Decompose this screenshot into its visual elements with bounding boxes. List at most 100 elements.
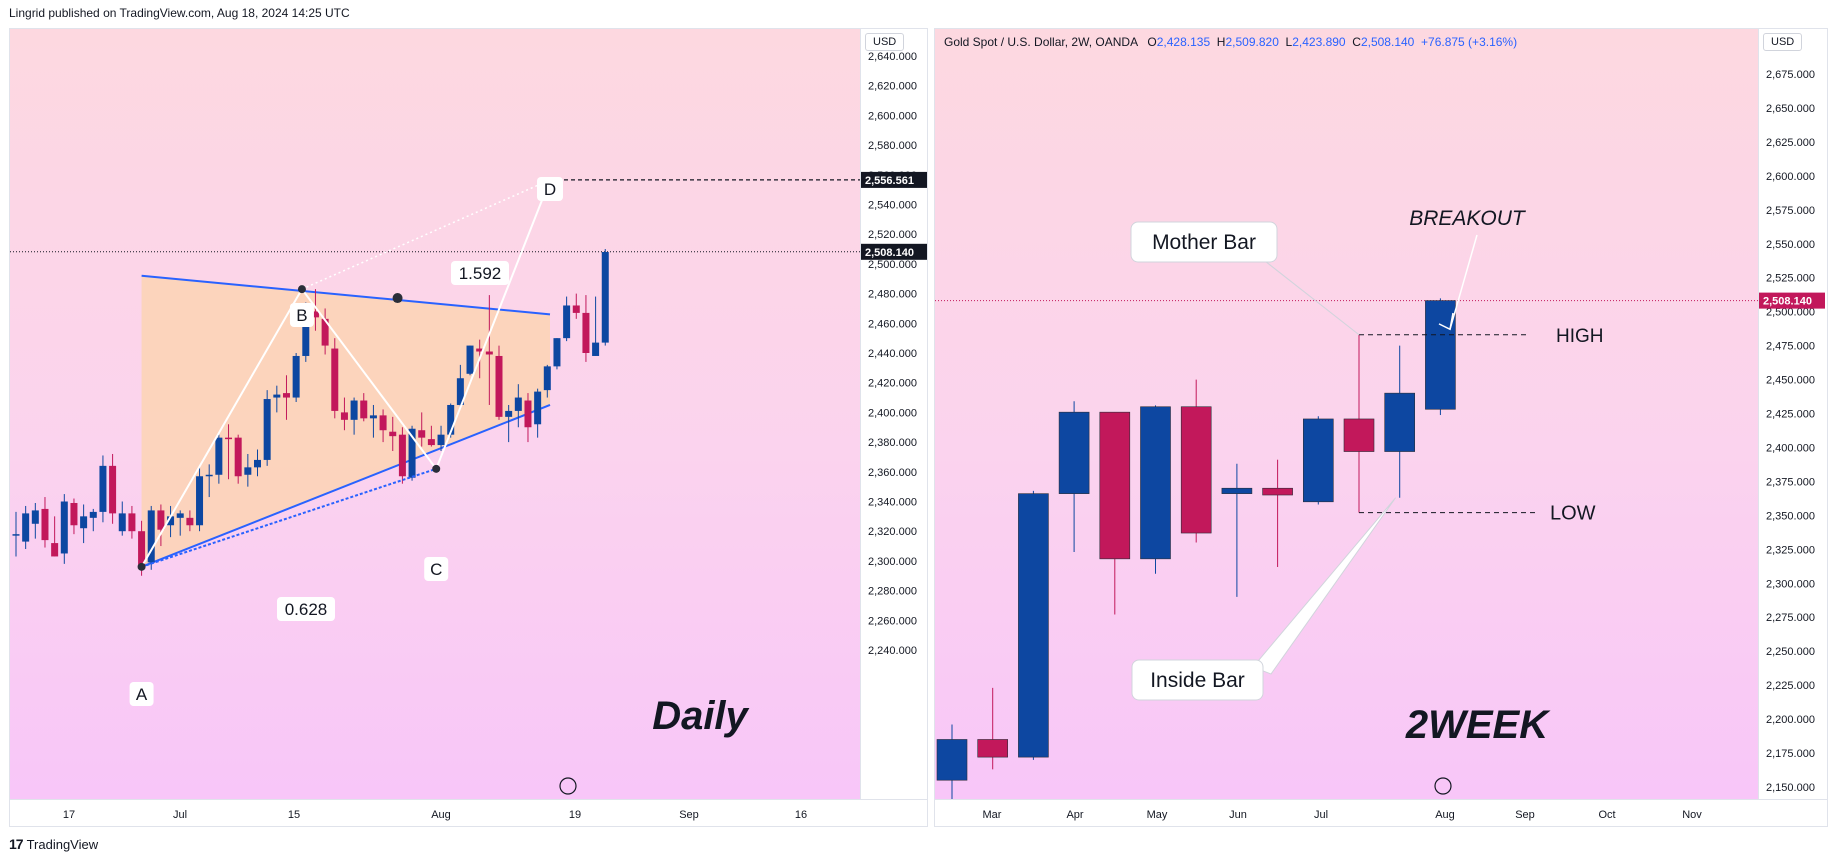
candle-body	[553, 338, 561, 367]
candle-body	[495, 355, 503, 417]
candle-body	[196, 476, 204, 526]
tradingview-logo-icon: 17	[9, 836, 24, 852]
candle-body	[1058, 411, 1090, 494]
label-ratio-bd: 1.592	[459, 264, 502, 283]
candle-body	[282, 393, 290, 398]
candle-body	[379, 415, 387, 431]
candle-body	[447, 404, 455, 435]
label-ratio-bd-box	[451, 261, 509, 285]
candle-body	[1302, 418, 1334, 503]
mother-bar-callout-box	[1130, 221, 1278, 263]
candle-body	[167, 516, 175, 526]
triangle-upper-line	[141, 274, 551, 316]
twoweek-chart-svg: HIGH LOW Mother Bar Inside Bar BREAKOUT 2WEEK	[935, 207, 1758, 801]
label-point-a: A	[136, 685, 148, 704]
candle-body	[389, 431, 397, 437]
candle-body	[234, 437, 242, 477]
candle-body	[340, 412, 348, 420]
candle-body	[437, 434, 445, 446]
candle-body	[369, 415, 377, 419]
candle-body	[109, 465, 117, 514]
candle-body	[302, 311, 310, 356]
point-c-dot	[432, 464, 441, 473]
candle-body	[476, 348, 484, 352]
bd-ratio-line	[301, 179, 551, 290]
daily-price-axis[interactable]: USD	[860, 29, 927, 799]
publish-credit: Lingrid published on TradingView.com, Au…	[9, 6, 350, 20]
candle-body	[582, 312, 590, 353]
candle-body	[1384, 392, 1416, 452]
inside-bar-pointer	[1252, 497, 1397, 675]
candle-body	[41, 508, 49, 541]
candle-body	[118, 513, 126, 532]
candle-body	[205, 474, 213, 477]
candle-body	[138, 531, 146, 567]
candle-body	[534, 391, 542, 425]
inside-bar-callout: Inside Bar	[1150, 669, 1245, 692]
candle-body	[1221, 487, 1253, 494]
legend-low: 2,423.890	[1292, 35, 1346, 49]
candle-body	[331, 348, 339, 411]
candle-body	[51, 543, 59, 557]
candle-body	[360, 400, 368, 419]
currency-badge[interactable]: USD	[1763, 33, 1803, 51]
label-point-b-box	[289, 303, 314, 327]
breakout-arrow-head	[1438, 312, 1454, 331]
daily-chart-svg: A B C D 1.592 0.628 Daily	[10, 177, 860, 795]
legend-open: 2,428.135	[1156, 35, 1211, 49]
candle-body	[505, 410, 513, 417]
candle-body	[456, 378, 464, 405]
currency-badge[interactable]: USD	[865, 33, 905, 51]
low-label: LOW	[1550, 503, 1596, 525]
candle-body	[263, 399, 271, 460]
candle-body	[254, 459, 261, 468]
candle-body	[321, 318, 329, 346]
label-ratio-ac: 0.628	[285, 600, 328, 619]
symbol-name[interactable]: Gold Spot / U.S. Dollar, 2W, OANDA	[944, 35, 1138, 49]
mother-bar-callout: Mother Bar	[1152, 231, 1256, 254]
candle-body	[601, 252, 609, 343]
candle-body	[244, 467, 252, 475]
candle-body	[60, 501, 68, 554]
twoweek-time-axis[interactable]	[935, 799, 1827, 826]
candle-body	[427, 439, 435, 446]
touch-point-dot	[392, 293, 403, 304]
candle-body	[186, 517, 194, 526]
candle-body	[273, 394, 281, 398]
candle-body	[514, 397, 522, 411]
tradingview-brand: TradingView	[26, 836, 99, 852]
candle-body	[70, 502, 78, 526]
candle-body	[215, 437, 223, 475]
candle-body	[350, 400, 358, 420]
candle-body	[1180, 406, 1212, 534]
candle-body	[128, 513, 136, 532]
timeframe-label: 2WEEK	[1405, 703, 1551, 747]
label-point-d-box	[537, 177, 563, 201]
candle-body	[524, 400, 532, 428]
breakout-arrow	[1449, 234, 1478, 330]
candle-body	[292, 355, 300, 398]
candle-body	[408, 428, 416, 478]
candle-body	[22, 513, 30, 542]
candle-body	[1262, 487, 1293, 496]
abcd-pattern-line	[140, 179, 551, 568]
timeframe-label: Daily	[652, 694, 749, 738]
tradingview-logo[interactable]: 17 TradingView	[9, 836, 98, 852]
label-point-c-box	[424, 557, 449, 581]
candle-body	[80, 516, 88, 529]
twoweek-price-axis[interactable]: USD	[1758, 29, 1827, 799]
legend-high: 2,509.820	[1225, 35, 1279, 49]
label-point-b: B	[296, 306, 307, 325]
daily-time-axis[interactable]	[10, 799, 927, 826]
candle-body	[225, 437, 233, 440]
legend-change: +76.875 (+3.16%)	[1421, 35, 1518, 49]
candle-body	[176, 513, 184, 518]
breakout-label: BREAKOUT	[1409, 207, 1527, 230]
point-a-dot	[137, 562, 146, 571]
candle-body	[563, 305, 571, 339]
candle-body	[398, 434, 406, 477]
candle-body	[12, 534, 20, 536]
point-b-dot	[297, 285, 306, 294]
candle-body	[572, 305, 580, 313]
candle-body	[977, 739, 1009, 758]
